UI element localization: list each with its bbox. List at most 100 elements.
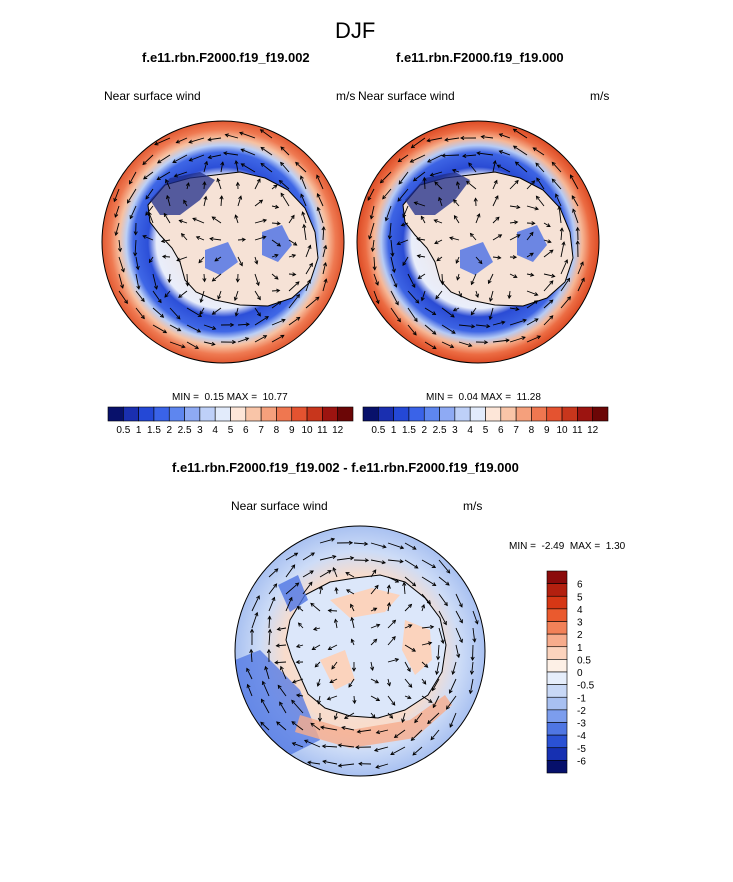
wind-arrow-shaft <box>169 324 181 332</box>
wind-arrow-shaft <box>438 610 447 625</box>
diff-wind-vectors <box>246 537 479 769</box>
wind-arrow-shaft <box>129 205 137 219</box>
wind-arrow-head <box>483 340 489 345</box>
wind-arrow-shaft <box>353 695 356 704</box>
wind-arrow-head <box>142 235 147 239</box>
wind-arrow-shaft <box>387 542 404 549</box>
wind-arrow-head <box>536 177 541 182</box>
diff-positive-ring <box>295 695 452 748</box>
wind-arrow-shaft <box>497 164 511 173</box>
wind-arrow-head <box>373 747 379 752</box>
wind-arrow-head <box>466 180 471 185</box>
colorbar-swatch <box>107 406 124 422</box>
wind-arrow-head <box>185 182 190 187</box>
diff-colorbar-swatch <box>546 747 568 761</box>
wind-arrow-shaft <box>434 181 443 190</box>
wind-arrow-head <box>280 161 285 166</box>
diff-colorbar-swatch <box>546 709 568 723</box>
wind-arrow-head <box>516 204 521 210</box>
wind-arrow-head <box>391 701 396 706</box>
wind-arrow-head <box>497 255 502 260</box>
wind-arrow-head <box>393 734 399 738</box>
wind-arrow-head <box>260 721 265 726</box>
wind-arrow-head <box>535 195 540 200</box>
wind-arrow-head <box>348 540 354 545</box>
diff-panel-units-label: m/s <box>463 499 483 513</box>
wind-arrow-head <box>391 619 397 624</box>
wind-arrow-shaft <box>435 290 443 299</box>
wind-arrow-head <box>157 298 162 304</box>
panel-1-interior-low <box>205 242 238 275</box>
wind-arrow-shaft <box>449 712 457 728</box>
wind-arrow-head <box>198 259 203 264</box>
wind-arrow-shaft <box>149 256 154 263</box>
wind-arrow-shaft <box>328 610 338 612</box>
wind-arrow-shaft <box>113 188 120 202</box>
wind-arrow-shaft <box>350 604 355 612</box>
wind-arrow-shaft <box>436 661 440 675</box>
wind-arrow-shaft <box>418 273 426 279</box>
wind-arrow-head <box>400 222 406 227</box>
wind-arrow-shaft <box>492 339 509 343</box>
wind-arrow-head <box>239 262 243 267</box>
wind-arrow-head <box>264 316 269 320</box>
diff-colorbar-tick-label: -0.5 <box>577 681 595 692</box>
wind-arrow-head <box>249 648 254 654</box>
wind-arrow-head <box>176 257 181 262</box>
panel-2-units-label: m/s <box>590 89 610 103</box>
wind-arrow-head <box>421 604 426 609</box>
wind-arrow-head <box>551 273 556 278</box>
wind-arrow-head <box>279 665 284 671</box>
wind-arrow-head <box>458 293 463 298</box>
wind-arrow-head <box>572 208 577 213</box>
wind-arrow-head <box>374 584 379 589</box>
diff-colorbar-swatch <box>546 684 568 698</box>
wind-arrow-head <box>148 258 153 264</box>
wind-arrow-shaft <box>411 137 426 149</box>
colorbar-swatch <box>199 406 216 422</box>
wind-arrow-head <box>535 162 540 167</box>
panel-2-colorbar: 0.5 1 1.5 2 2.5 3 4 5 6 7 8 9 10 11 12 <box>362 406 609 436</box>
wind-arrow-head <box>402 261 407 267</box>
wind-arrow-shaft <box>370 559 386 564</box>
panel-2-interior-low <box>460 242 493 275</box>
wind-arrow-shaft <box>475 213 480 224</box>
wind-arrow-head <box>559 227 564 232</box>
wind-arrow-head <box>211 216 216 221</box>
colorbar-swatch <box>592 406 609 422</box>
diff-colorbar-swatch <box>546 570 568 584</box>
wind-arrow-head <box>446 569 451 574</box>
wind-arrow-head <box>204 160 209 166</box>
wind-arrow-head <box>120 284 125 289</box>
diff-min-label: MIN = <box>509 541 536 552</box>
wind-arrow-head <box>399 545 405 550</box>
wind-arrow-head <box>181 344 186 349</box>
wind-arrow-head <box>315 296 320 301</box>
wind-arrow-head <box>183 199 187 204</box>
wind-arrow-head <box>329 679 334 684</box>
wind-arrow-head <box>297 622 302 627</box>
diff-colorbar-swatch <box>546 595 568 610</box>
wind-arrow-shaft <box>118 290 128 304</box>
wind-arrow-head <box>411 647 416 652</box>
wind-arrow-shaft <box>449 678 457 694</box>
wind-arrow-shaft <box>421 661 428 668</box>
wind-arrow-shaft <box>481 136 494 139</box>
wind-arrow-head <box>367 196 372 201</box>
wind-arrow-shaft <box>370 624 380 629</box>
wind-arrow-head <box>291 564 296 569</box>
wind-arrow-shaft <box>370 638 377 646</box>
colorbar-swatch <box>485 406 502 422</box>
wind-arrow-head <box>549 280 554 285</box>
wind-arrow-head <box>261 698 265 703</box>
wind-arrow-shaft <box>217 178 222 190</box>
wind-arrow-head <box>496 164 501 169</box>
wind-arrow-shaft <box>237 256 243 266</box>
wind-arrow-head <box>372 266 377 271</box>
wind-arrow-shaft <box>268 597 275 612</box>
wind-arrow-head <box>159 313 165 318</box>
wind-arrow-head <box>199 298 204 304</box>
wind-arrow-shaft <box>271 254 279 258</box>
wind-arrow-shaft <box>509 234 521 241</box>
wind-arrow-head <box>514 179 519 185</box>
